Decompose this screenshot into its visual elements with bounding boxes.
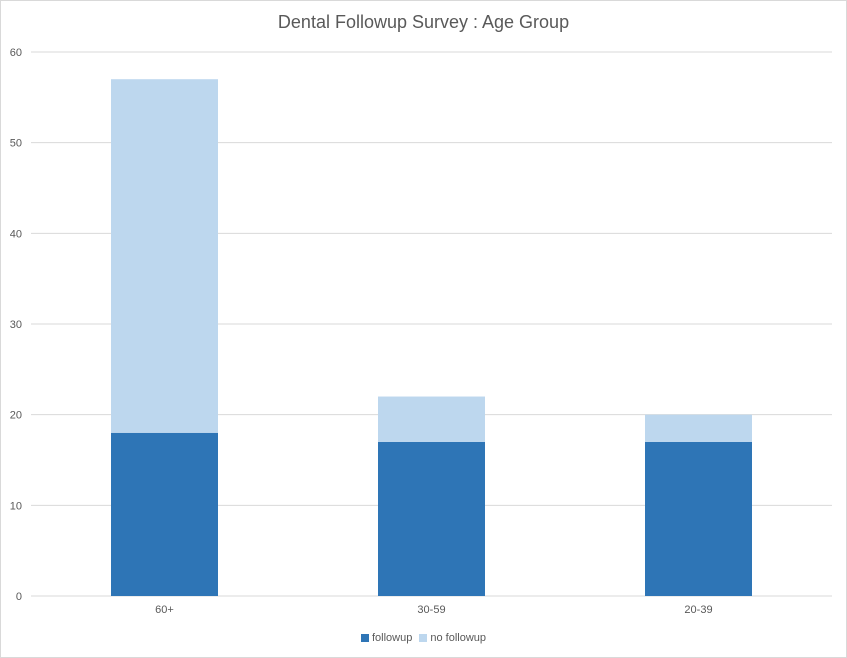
y-tick-label-60: 60: [10, 47, 22, 59]
x-tick-label-60+: 60+: [155, 604, 174, 616]
y-tick-label-20: 20: [10, 410, 22, 422]
y-tick-label-10: 10: [10, 500, 22, 512]
legend-item-no-followup: no followup: [419, 632, 486, 644]
bar-followup-30-59: [378, 441, 485, 596]
chart-title: Dental Followup Survey : Age Group: [277, 12, 570, 32]
legend: followup no followup: [1, 632, 846, 644]
y-tick-label-40: 40: [10, 228, 22, 240]
x-tick-label-30-59: 30-59: [417, 604, 445, 616]
bar-no-followup-20-39: [645, 414, 752, 442]
y-tick-label-50: 50: [10, 138, 22, 150]
bar-followup-20-39: [645, 441, 752, 596]
y-tick-label-0: 0: [16, 591, 22, 603]
x-tick-label-20-39: 20-39: [684, 604, 712, 616]
bar-no-followup-60+: [111, 79, 218, 433]
legend-swatch-followup: [360, 634, 369, 642]
y-tick-label-30: 30: [10, 319, 22, 331]
legend-label-followup: followup: [371, 632, 413, 644]
legend-swatch-no-followup: [419, 634, 428, 642]
bar-followup-60+: [111, 432, 218, 596]
legend-item-followup: followup: [360, 632, 413, 644]
bar-no-followup-30-59: [378, 396, 485, 442]
legend-label-no-followup: no followup: [430, 632, 487, 644]
